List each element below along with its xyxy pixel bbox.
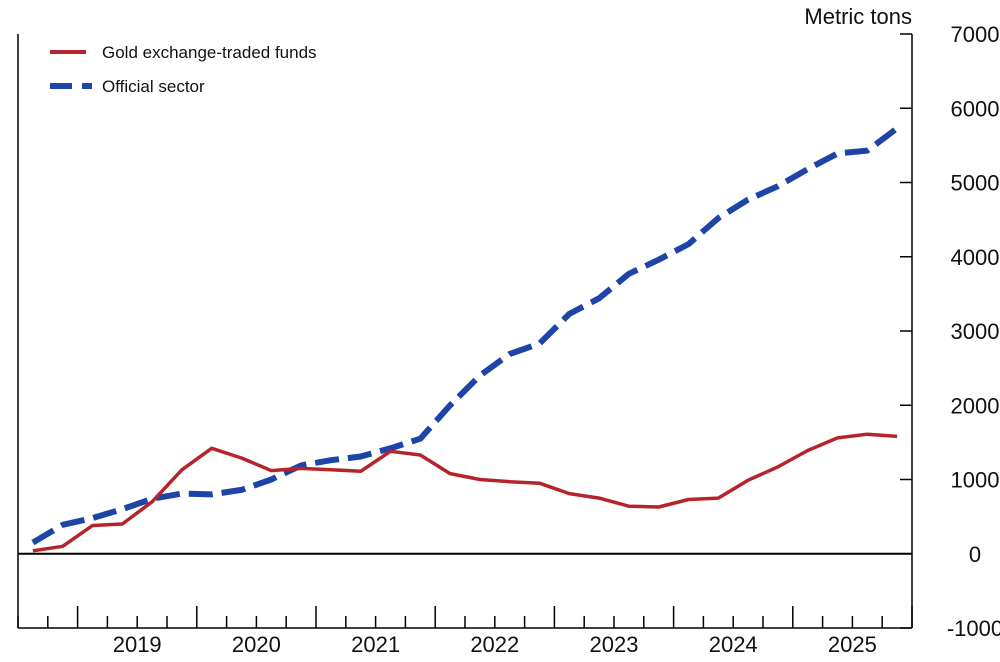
x-tick-label: 2022 bbox=[470, 632, 519, 657]
y-tick-label: 6000 bbox=[951, 96, 1000, 121]
series-line-gold-etf bbox=[32, 432, 898, 553]
y-axis: -1000 0 1000 2000 3000 4000 5000 6000 7000 bbox=[900, 22, 1000, 641]
x-tick-label: 2020 bbox=[232, 632, 281, 657]
legend-label-gold-etf: Gold exchange-traded funds bbox=[102, 43, 317, 62]
y-tick-label: 2000 bbox=[951, 393, 1000, 418]
y-tick-label: 0 bbox=[969, 542, 981, 567]
y-tick-label: 5000 bbox=[951, 171, 1000, 196]
y-tick-label: 4000 bbox=[951, 245, 1000, 270]
legend-label-official-sector: Official sector bbox=[102, 77, 205, 96]
x-tick-label: 2024 bbox=[709, 632, 758, 657]
x-tick-label: 2025 bbox=[828, 632, 877, 657]
x-tick-label: 2019 bbox=[113, 632, 162, 657]
x-tick-label: 2023 bbox=[590, 632, 639, 657]
y-tick-label: -1000 bbox=[947, 616, 1000, 641]
legend: Gold exchange-traded funds Official sect… bbox=[50, 43, 317, 96]
y-tick-label: 7000 bbox=[951, 22, 1000, 47]
x-tick-label: 2021 bbox=[351, 632, 400, 657]
y-tick-label: 1000 bbox=[951, 468, 1000, 493]
series-line-official-sector bbox=[31, 125, 899, 546]
plot-frame bbox=[17, 34, 913, 629]
y-tick-label: 3000 bbox=[951, 319, 1000, 344]
x-axis: 2019 2020 2021 2022 2023 2024 2025 bbox=[17, 606, 913, 657]
series-layer bbox=[31, 125, 899, 553]
y-unit-label: Metric tons bbox=[804, 4, 912, 29]
